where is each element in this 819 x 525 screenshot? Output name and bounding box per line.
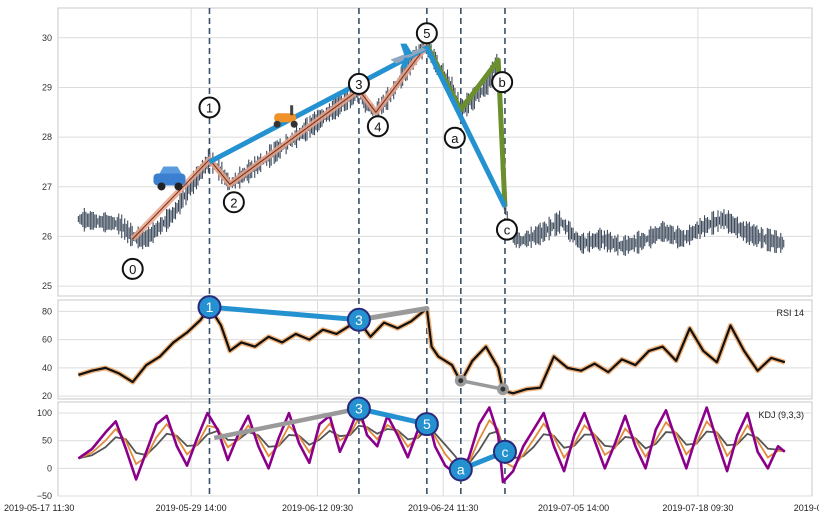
wave-label-2: 2 xyxy=(222,191,245,214)
car-icon xyxy=(153,166,186,191)
kdj-extension-line xyxy=(213,406,360,441)
x-tick-label: 2019-07-30 11:30 xyxy=(794,503,819,513)
x-tick-label: 2019-06-24 11:30 xyxy=(408,503,478,513)
kdj-point-circle xyxy=(492,439,517,464)
rsi-pattern-line xyxy=(209,304,360,323)
wave-label-text: 2 xyxy=(230,195,237,210)
airplane-body xyxy=(390,47,427,64)
wave-label-text: b xyxy=(499,75,506,90)
wave-label-text: 0 xyxy=(129,262,136,277)
wave-label-0: 0 xyxy=(121,257,144,280)
y-tick-label: 25 xyxy=(42,281,52,291)
y-tick-label: 28 xyxy=(42,132,52,142)
y-tick-label: 0 xyxy=(47,463,52,473)
airplane-wing xyxy=(400,57,411,68)
scooter-wheel xyxy=(273,120,281,128)
wave-label-text: 1 xyxy=(206,100,213,115)
y-tick-label: 29 xyxy=(42,82,52,92)
x-tick-label: 2019-07-18 09:30 xyxy=(662,503,733,513)
panel-label: RSI 14 xyxy=(776,308,804,318)
rsi-point-text: 3 xyxy=(355,312,363,328)
y-tick-label: 30 xyxy=(42,33,52,43)
wave-label-circle xyxy=(222,191,245,214)
car-cabin xyxy=(159,166,182,174)
y-tick-label: 60 xyxy=(42,335,52,345)
wave-label-circle xyxy=(443,126,466,149)
car-wheel xyxy=(174,182,183,191)
wave-label-circle xyxy=(198,96,221,119)
wave-label-5: 5 xyxy=(415,22,438,45)
impulse-wave-core xyxy=(132,44,428,240)
x-tick-label: 2019-05-29 14:00 xyxy=(156,503,227,513)
kdj-point-3: 3 xyxy=(346,396,371,421)
wave-label-c: c xyxy=(495,218,518,241)
kdj-point-text: 5 xyxy=(423,416,431,432)
x-tick-label: 2019-06-12 09:30 xyxy=(282,503,353,513)
y-tick-label: 27 xyxy=(42,182,52,192)
wave-label-text: 3 xyxy=(355,77,362,92)
y-tick-label: 80 xyxy=(42,306,52,316)
kdj-point-circle xyxy=(346,396,371,421)
wave-label-circle xyxy=(415,22,438,45)
kdj-point-text: a xyxy=(457,461,465,477)
kdj-k-line xyxy=(78,416,785,472)
panel-label: KDJ (9,3,3) xyxy=(758,410,804,420)
scooter-body xyxy=(274,113,297,123)
y-tick-label: −50 xyxy=(37,491,52,501)
trend-line xyxy=(208,45,508,208)
rsi-point-1: 1 xyxy=(197,295,222,320)
scooter-icon xyxy=(273,105,298,128)
x-tick-label: 2019-07-05 14:00 xyxy=(538,503,609,513)
kdj-point-c: c xyxy=(492,439,517,464)
rsi-point-circle xyxy=(197,295,222,320)
rsi-low-dot xyxy=(458,378,464,384)
panel-frame-0 xyxy=(57,7,813,297)
kdj-point-circle xyxy=(414,412,439,437)
airplane-icon xyxy=(390,43,427,68)
y-tick-label: 50 xyxy=(42,436,52,446)
kdj-d-line xyxy=(78,424,785,466)
kdj-point-text: c xyxy=(501,444,508,460)
wave-label-3: 3 xyxy=(347,72,370,95)
kdj-point-circle xyxy=(448,457,473,482)
wave-label-b: b xyxy=(491,71,514,94)
wave-label-circle xyxy=(366,115,389,138)
x-tick-label: 2019-05-17 11:30 xyxy=(4,503,74,513)
rsi-low-line xyxy=(460,378,504,391)
wave-label-circle xyxy=(491,71,514,94)
y-tick-label: 26 xyxy=(42,231,52,241)
wave-label-text: a xyxy=(451,131,459,146)
wave-label-circle xyxy=(121,257,144,280)
scooter-wheel xyxy=(290,120,298,128)
kdj-point-text: 3 xyxy=(355,401,363,417)
y-tick-label: 100 xyxy=(37,408,52,418)
wave-label-circle xyxy=(347,72,370,95)
wave-label-circle xyxy=(495,218,518,241)
kdj-point-a: a xyxy=(448,457,473,482)
rsi-point-text: 1 xyxy=(206,299,214,315)
rsi-point-circle xyxy=(346,307,371,332)
scooter-handle xyxy=(290,105,294,116)
car-wheel xyxy=(157,182,166,191)
wave-label-text: 5 xyxy=(423,26,430,41)
wave-label-4: 4 xyxy=(366,115,389,138)
kdj-j-line xyxy=(77,406,786,484)
wave-label-text: c xyxy=(504,223,511,238)
kdj-point-5: 5 xyxy=(414,412,439,437)
y-tick-label: 20 xyxy=(42,391,52,401)
rsi-low-dot xyxy=(500,386,506,392)
wave-label-a: a xyxy=(443,126,466,149)
y-tick-label: 40 xyxy=(42,363,52,373)
rsi-point-3: 3 xyxy=(346,307,371,332)
wave-label-1: 1 xyxy=(198,96,221,119)
wave-label-text: 4 xyxy=(374,119,381,134)
airplane-wing xyxy=(400,43,413,56)
